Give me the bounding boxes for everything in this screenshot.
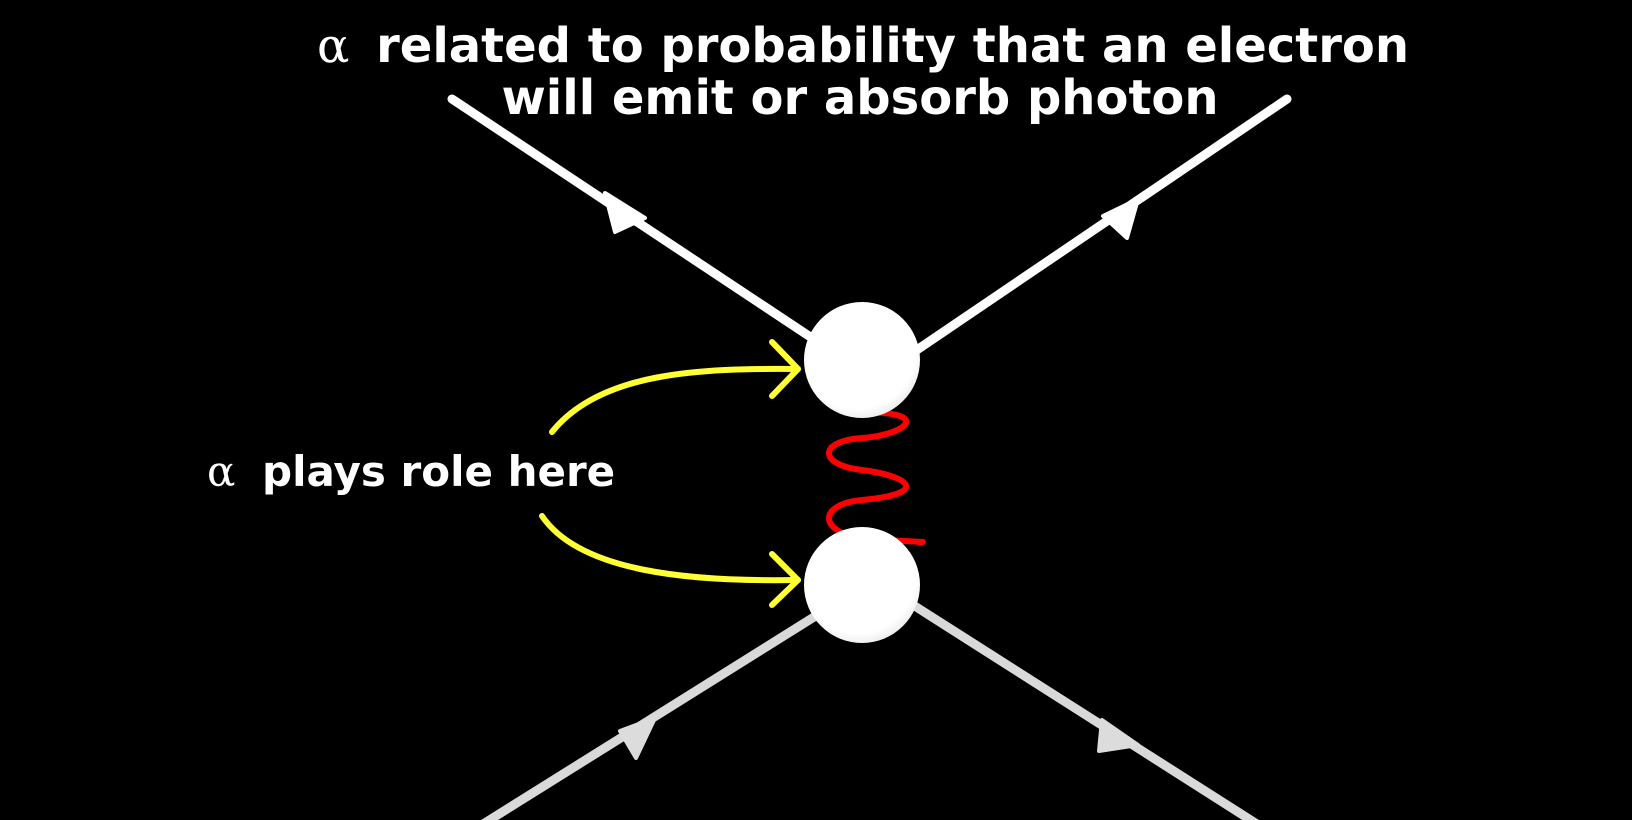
- photon-wave: [826, 409, 926, 545]
- arrowhead-icon: [603, 191, 647, 234]
- annotation-label: α plays role here: [207, 447, 615, 496]
- arrowhead-icon: [618, 716, 657, 760]
- diagram-title: α related to probability that an electro…: [317, 18, 1409, 74]
- vertex-top: [804, 302, 920, 418]
- outgoing-electron-line-top: [900, 94, 1292, 363]
- arrowhead-icon: [769, 551, 801, 608]
- alpha-symbol: α: [207, 447, 235, 496]
- outgoing-electron-line-bottom: [905, 598, 1259, 820]
- incoming-electron-line-bottom: [481, 607, 827, 820]
- annotation-arrow-bottom: [539, 513, 801, 608]
- vertex-bottom: [804, 527, 920, 643]
- annotation-arrow-top: [549, 339, 801, 435]
- diagram-title-line-2: will emit or absorb photon: [501, 70, 1218, 126]
- arrowhead-icon: [1101, 197, 1140, 240]
- alpha-symbol: α: [317, 18, 349, 74]
- title-line-1: related to probability that an electron: [376, 18, 1409, 74]
- incoming-electron-line-top: [447, 94, 823, 347]
- arrowhead-icon: [769, 339, 801, 399]
- arrowhead-icon: [1097, 718, 1140, 753]
- annotation-text: plays role here: [262, 447, 615, 496]
